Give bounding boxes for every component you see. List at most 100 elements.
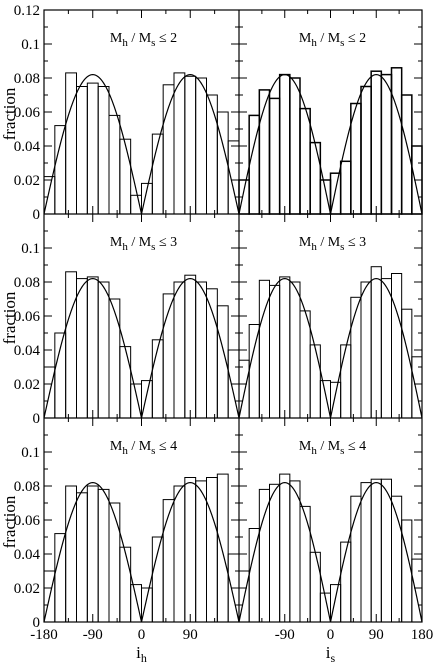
histogram-bar [258,488,270,623]
histogram-bar [309,344,321,419]
panel-label-sep: / M [128,439,152,454]
panel-label-sub-h: h [311,241,317,253]
histogram-bar [173,485,186,623]
x-tick-label: -90 [83,627,103,643]
panel-label-value: ≤ 3 [344,235,366,250]
x-axis-label-right: is [326,643,336,665]
panel-label-sub-h: h [311,37,317,49]
histogram-bar [289,480,301,623]
histogram-bar [195,77,207,215]
histogram-bar [119,546,132,623]
panel-label-sub-h: h [311,445,317,457]
histogram-bar [108,114,121,215]
panel-label-sub-s: s [340,241,344,253]
y-tick-label: 0.06 [14,105,41,121]
y-axis-label: fraction [0,291,19,344]
panel-label-m: M [299,439,312,454]
y-tick-label: 0.12 [14,3,40,19]
histogram-bar [195,480,207,623]
histogram-bar [86,485,99,623]
text-layer: Mh / Ms ≤ 2 Mh / Ms ≤ 2Mh / Ms ≤ 3 Mh / Ms… [0,3,433,665]
histogram-bar [248,324,260,419]
histogram-bar [151,339,164,419]
x-axis-label-left: ih [136,643,147,665]
panel-label-sub-h: h [122,241,128,253]
histogram-bar [248,528,260,623]
y-tick-label: 0.02 [14,581,40,597]
panel-label-value: ≤ 4 [155,439,177,454]
histogram-bar [184,75,197,215]
histogram-bar [76,86,88,215]
histogram-bar [76,492,88,623]
histogram-bar [299,505,311,623]
y-tick-label: 0 [33,411,41,427]
histogram-bar [360,482,372,623]
y-tick-label: 0.06 [14,513,41,529]
histogram-bar [309,141,322,215]
bars-layer [43,67,423,623]
y-tick-label: 0.04 [14,547,41,563]
x-axis-label-right-sub: s [331,651,336,665]
histogram-bar [195,281,207,419]
histogram-bar [370,266,382,419]
histogram-bar [206,477,218,623]
histogram-bar [380,73,393,215]
histogram-bar [76,278,88,419]
histogram-bar [350,296,362,419]
histogram-bar [162,499,175,623]
panel-label: Mh / Ms ≤ 4 [299,439,366,457]
histogram-bar [391,273,403,419]
histogram-bar [360,281,372,419]
histogram-bar [370,478,382,623]
x-tick-label: 90 [369,627,384,643]
histogram-bar [279,276,291,419]
y-tick-label: 0.06 [14,309,41,325]
histogram-bar [184,477,197,623]
y-tick-label: 0 [33,615,41,631]
histogram-bar [269,284,281,419]
histogram-bar [119,138,132,215]
panel-label-sep: / M [317,235,341,250]
histogram-bar [340,344,352,419]
histogram-bar [108,298,121,419]
panel-label-sep: / M [128,31,152,46]
panel-label: Mh / Ms ≤ 3 [110,235,177,253]
y-axis-label: fraction [0,495,19,548]
panel-label-sub-s: s [151,445,155,457]
x-tick-label: 0 [327,627,335,643]
x-tick-label: 180 [411,627,434,643]
panel-label: Mh / Ms ≤ 2 [299,31,366,49]
histogram-bar [97,86,110,215]
y-tick-label: 0.08 [14,479,40,495]
y-tick-label: 0.04 [14,139,41,155]
histogram-bar [206,94,218,215]
histogram-bar [227,140,240,215]
y-tick-label: 0.02 [14,377,40,393]
panel-label-value: ≤ 2 [155,31,177,46]
y-tick-label: 0.08 [14,275,40,291]
histogram-bar [206,288,218,419]
y-tick-label: 0.04 [14,343,41,359]
histogram-bar [151,536,164,623]
panel-label-m: M [110,31,123,46]
panel-label: Mh / Ms ≤ 2 [110,31,177,49]
histogram-bar [173,72,186,215]
y-tick-label: 0.08 [14,71,40,87]
panel-label: Mh / Ms ≤ 4 [110,439,177,457]
histogram-bar [108,502,121,623]
histogram-bar [97,488,110,623]
y-tick-label: 0.1 [21,445,40,461]
panel-label-sub-h: h [122,445,128,457]
y-tick-label: 0.02 [14,173,40,189]
x-axis-label-left-sub: h [141,651,147,665]
histogram-bar [97,281,110,419]
panel-label-sep: / M [128,235,152,250]
histogram-bar [278,73,291,215]
histogram-bar [401,519,413,623]
histogram-bar [400,94,413,215]
histogram-bar [289,281,301,419]
histogram-bar [216,473,229,623]
histogram-bar [390,67,403,215]
